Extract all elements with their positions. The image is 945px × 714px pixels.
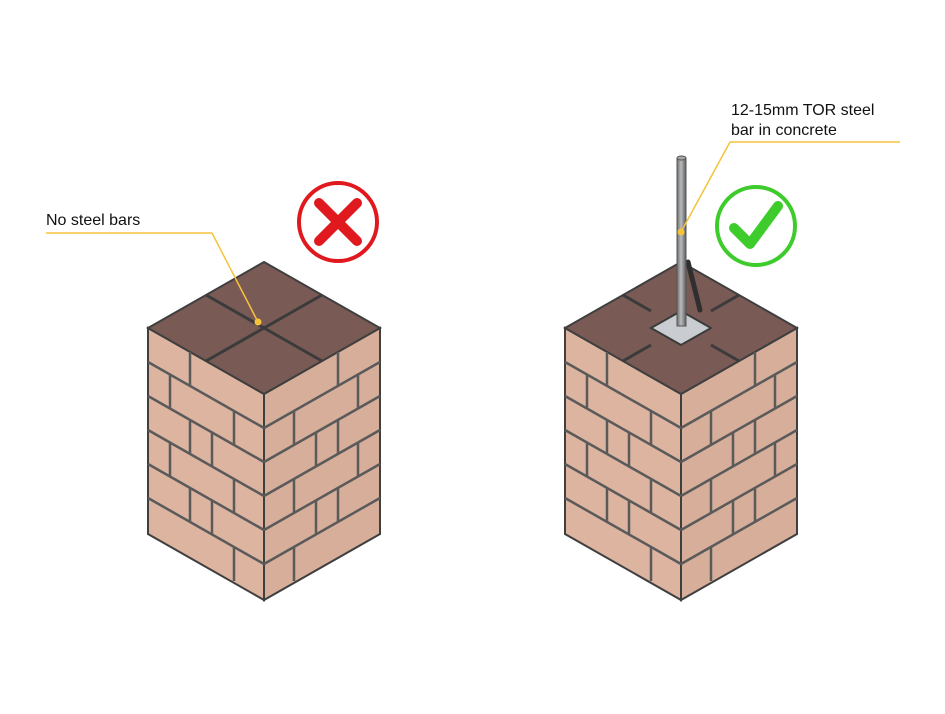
- callout-label-steel-bar-line2: bar in concrete: [731, 122, 837, 139]
- check-icon: [715, 185, 797, 267]
- callout-label-no-steel-bars: No steel bars: [46, 212, 141, 229]
- callout-leader-steel-bar: [677, 141, 900, 236]
- callout-dot: [677, 228, 685, 236]
- callout-label-steel-bar-line1: 12-15mm TOR steel: [731, 102, 875, 119]
- concrete-core: [648, 309, 714, 347]
- cross-icon: [297, 181, 379, 263]
- brick-pillar-with-steel: [562, 155, 800, 602]
- callout-dot: [254, 318, 262, 326]
- brick-pillar-without-steel: [145, 260, 383, 602]
- steel-bar: [676, 155, 703, 327]
- callout-leader-no-steel: [46, 232, 262, 326]
